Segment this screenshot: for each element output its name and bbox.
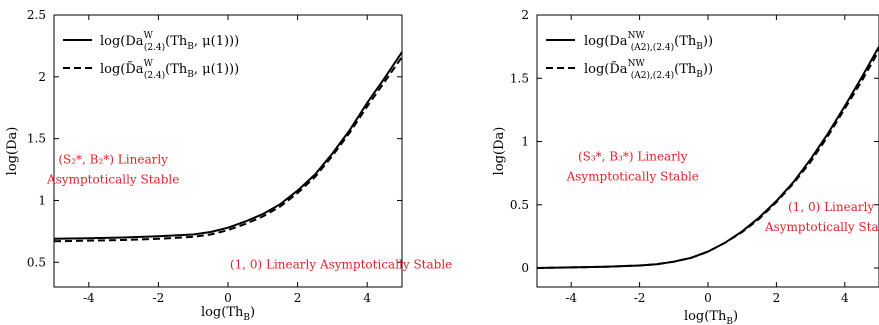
chart-right: -4 -2 0 2 4 0 0.5 1 1.5 2 log(DaNW (A2),(2.4)(ThB)… <box>492 8 879 325</box>
ticks-right: -4 -2 0 2 4 0 0.5 1 1.5 2 <box>510 8 879 305</box>
series-line-left-solid <box>53 51 403 240</box>
plot-frame-left <box>53 14 403 288</box>
y-axis-label-right: log(Da) <box>492 127 507 176</box>
y-tick-label-right-4: 2 <box>521 8 529 22</box>
series-line-left-dashed <box>53 56 403 243</box>
legend-left: log(DaW (2.4)(ThB, μ(1))) log(D̃aW (2.4)(T… <box>63 31 239 81</box>
annotations-right: (S₃*, B₃*) Linearly Asymptotically Stable… <box>566 149 879 234</box>
x-tick-label-right-4: 4 <box>841 291 849 305</box>
annotation-right-0-line-1: Asymptotically Stable <box>566 169 699 183</box>
annotation-left-1-line-0: (1, 0) Linearly Asymptotically Stable <box>230 257 452 271</box>
annotations-left: (S₂*, B₂*) Linearly Asymptotically Stable… <box>46 152 452 271</box>
legend-entry-2-right: log(D̃aNW (A2),(2.4)(ThB)) <box>584 59 713 81</box>
annotation-right-1-line-0: (1, 0) Linearly <box>788 200 874 214</box>
series-line-right-dashed <box>536 49 879 269</box>
y-tick-label-right-0: 0 <box>521 261 529 275</box>
x-tick-label-left-2: 0 <box>224 291 232 305</box>
legend-right: log(DaNW (A2),(2.4)(ThB)) log(D̃aNW (A2),(… <box>546 31 713 81</box>
ticks-left: -4 -2 0 2 4 0.5 1 1.5 2 2.5 <box>27 8 402 305</box>
y-tick-label-left-4: 2.5 <box>27 8 46 22</box>
x-tick-label-right-3: 2 <box>773 291 781 305</box>
legend-entry-1-left: log(DaW (2.4)(ThB, μ(1))) <box>100 31 239 53</box>
y-tick-label-left-1: 1 <box>38 193 46 207</box>
y-tick-label-right-3: 1.5 <box>510 71 529 85</box>
annotation-left-0-line-1: Asymptotically Stable <box>46 172 179 186</box>
x-tick-label-right-1: -2 <box>634 291 646 305</box>
y-tick-label-left-3: 2 <box>38 70 46 84</box>
series-left <box>53 51 403 243</box>
y-tick-label-right-1: 0.5 <box>510 198 529 212</box>
annotation-left-0-line-0: (S₂*, B₂*) Linearly <box>58 152 168 166</box>
x-axis-label-right: log(ThB) <box>684 309 738 325</box>
legend-entry-2-left: log(D̃aW (2.4)(ThB, μ(1))) <box>100 59 239 81</box>
x-tick-label-left-4: 4 <box>363 291 371 305</box>
annotation-right-1-line-1: Asymptotically Stable <box>764 220 879 234</box>
x-tick-label-left-1: -2 <box>153 291 165 305</box>
chart-left: -4 -2 0 2 4 0.5 1 1.5 2 2.5 log(DaW (2.4)(ThB, μ(1… <box>5 8 452 323</box>
x-axis-label-left: log(ThB) <box>201 305 255 323</box>
x-tick-label-right-0: -4 <box>565 291 577 305</box>
legend-entry-1-right: log(DaNW (A2),(2.4)(ThB)) <box>584 31 713 53</box>
y-tick-label-right-2: 1 <box>521 135 529 149</box>
y-tick-label-left-2: 1.5 <box>27 132 46 146</box>
x-tick-label-left-3: 2 <box>294 291 302 305</box>
annotation-right-0-line-0: (S₃*, B₃*) Linearly <box>578 149 688 163</box>
x-tick-label-left-0: -4 <box>83 291 95 305</box>
y-tick-label-left-0: 0.5 <box>27 255 46 269</box>
series-right <box>536 46 879 269</box>
x-tick-label-right-2: 0 <box>704 291 712 305</box>
y-axis-label-left: log(Da) <box>5 127 20 176</box>
